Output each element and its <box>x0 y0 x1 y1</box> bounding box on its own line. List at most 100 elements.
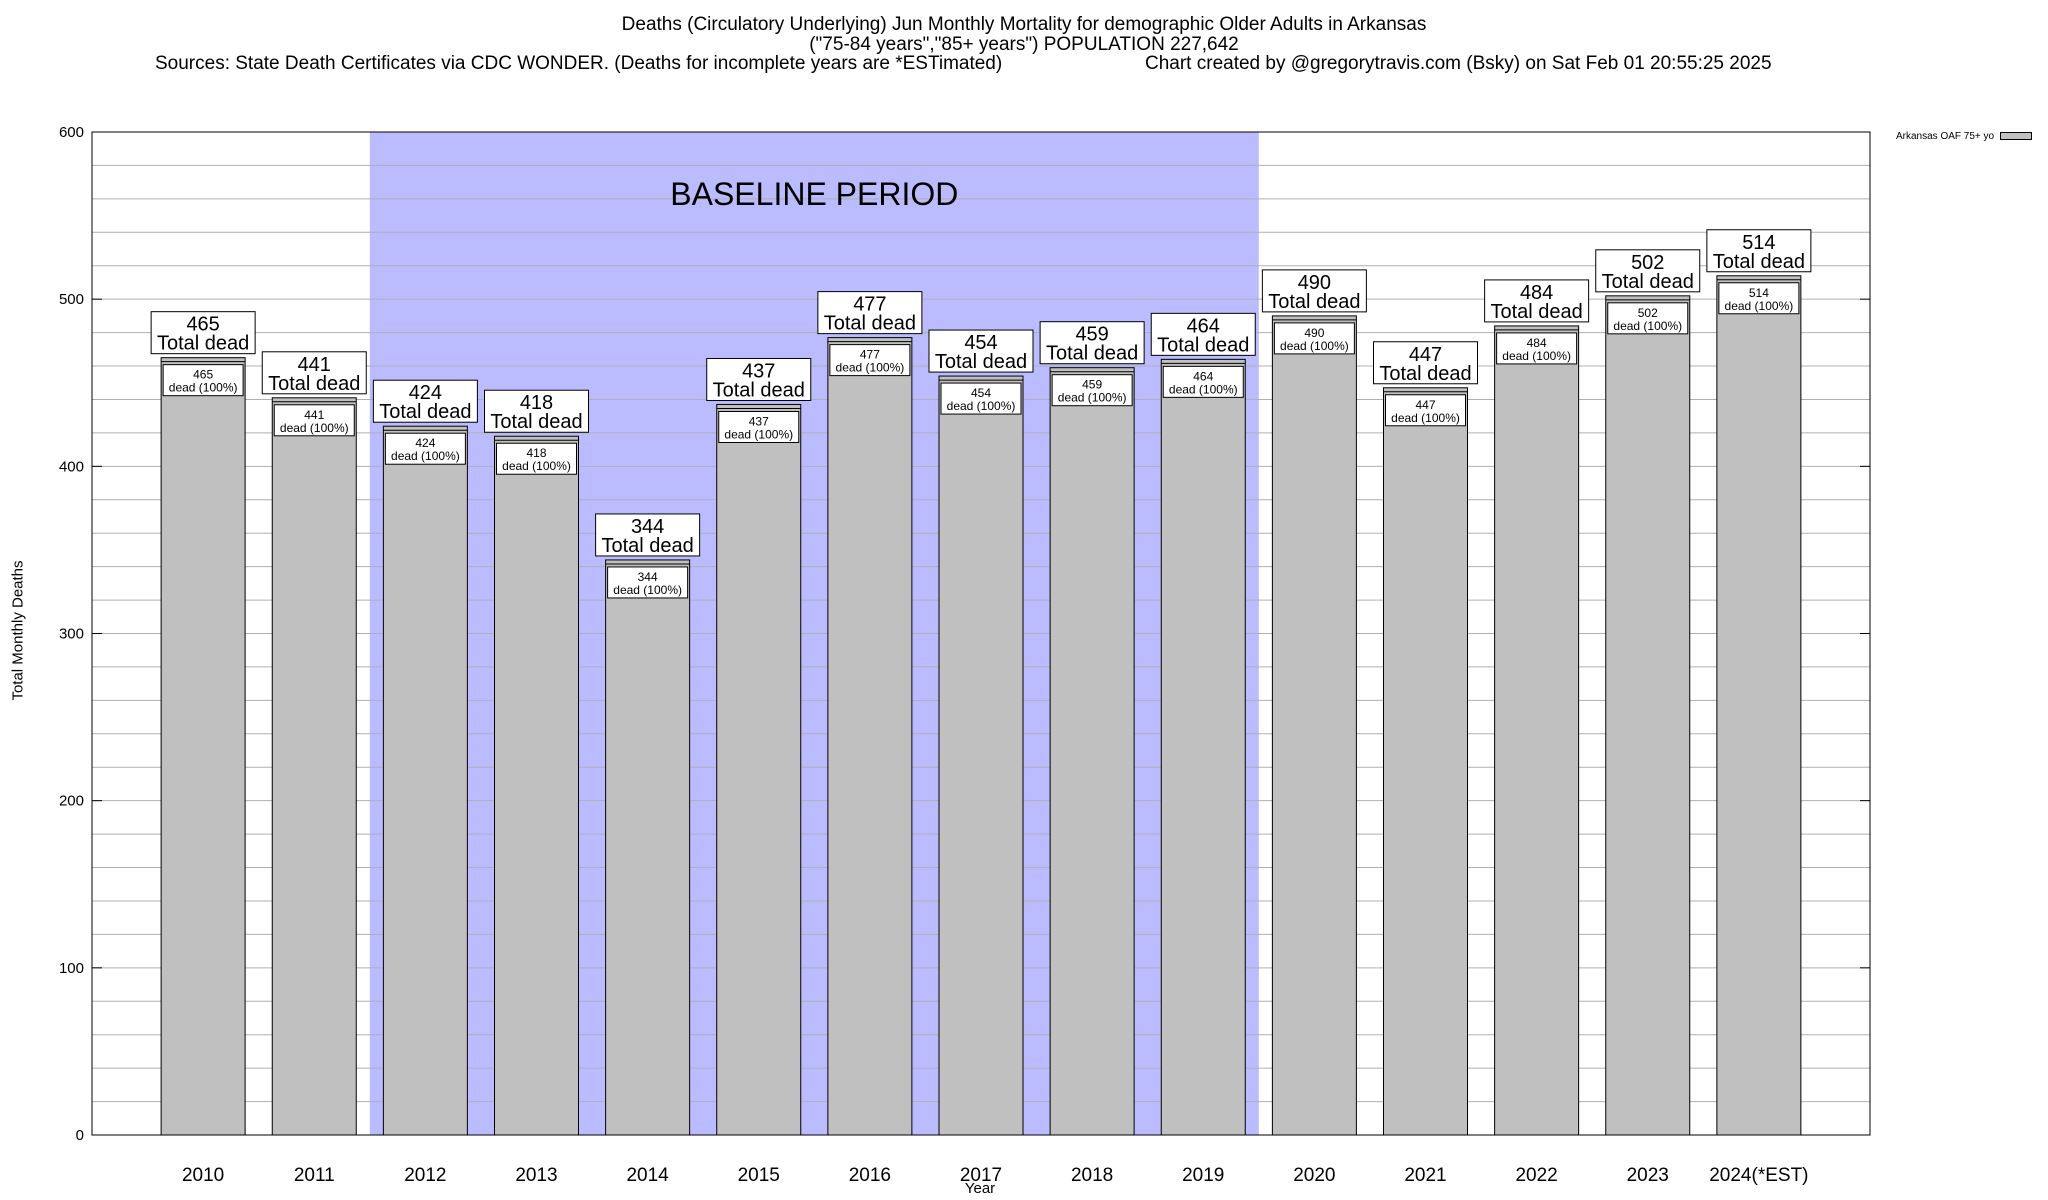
bar <box>1494 325 1580 1136</box>
chart-sources: Sources: State Death Certificates via CD… <box>155 53 1003 74</box>
total-label-box <box>928 329 1034 373</box>
inner-label-box <box>607 566 689 599</box>
x-tick-label: 2011 <box>294 1165 335 1186</box>
total-value-label: 465 <box>186 314 219 336</box>
bar <box>1383 387 1468 1136</box>
bar <box>382 425 468 1136</box>
baseline-label: BASELINE PERIOD <box>670 176 958 212</box>
x-tick-label: 2022 <box>1515 1165 1557 1186</box>
inner-label-box <box>718 410 800 443</box>
y-tick-label: 100 <box>59 960 84 977</box>
total-value-label: 477 <box>853 294 886 316</box>
total-text-label: Total dead <box>157 333 249 355</box>
x-tick-label: 2020 <box>1293 1165 1335 1186</box>
inner-label-box <box>1385 394 1466 427</box>
total-label-box <box>261 351 367 395</box>
inner-value-label: 454 <box>971 386 991 400</box>
total-text-label: Total dead <box>1379 363 1471 385</box>
x-tick-label: 2012 <box>404 1165 446 1186</box>
inner-value-label: 502 <box>1638 306 1658 320</box>
chart-credit: Chart created by @gregorytravis.com (Bsk… <box>1145 53 1772 74</box>
total-value-label: 454 <box>964 332 997 354</box>
total-text-label: Total dead <box>1157 334 1249 356</box>
total-label-box <box>1150 312 1256 356</box>
inner-label-box <box>829 344 911 377</box>
inner-percent-label: dead (100%) <box>1613 319 1682 333</box>
bar <box>271 397 357 1136</box>
x-tick-label: 2018 <box>1071 1165 1113 1186</box>
total-text-label: Total dead <box>1490 301 1582 323</box>
inner-value-label: 437 <box>749 414 769 428</box>
x-tick-label: 2021 <box>1404 1165 1446 1186</box>
inner-value-label: 441 <box>304 408 324 422</box>
bar <box>1605 295 1691 1136</box>
inner-value-label: 447 <box>1415 398 1435 412</box>
inner-value-label: 424 <box>415 436 435 450</box>
inner-label-box <box>273 404 355 437</box>
inner-value-label: 490 <box>1304 326 1324 340</box>
inner-label-box <box>1273 322 1355 355</box>
y-tick-label: 600 <box>59 124 84 141</box>
total-label-box <box>1039 321 1145 365</box>
total-text-label: Total dead <box>601 535 693 557</box>
total-text-label: Total dead <box>824 313 916 335</box>
total-value-label: 490 <box>1298 272 1331 294</box>
bar <box>1160 358 1246 1136</box>
total-text-label: Total dead <box>379 401 471 423</box>
inner-label-box <box>1718 282 1800 315</box>
inner-percent-label: dead (100%) <box>391 449 460 463</box>
inner-value-label: 418 <box>526 446 546 460</box>
total-label-box <box>1261 269 1367 313</box>
x-tick-label: 2014 <box>626 1165 669 1186</box>
inner-label-box <box>384 432 466 465</box>
x-tick-label: 2017 <box>960 1165 1002 1186</box>
total-label-box <box>595 513 701 557</box>
total-text-label: Total dead <box>490 411 582 433</box>
inner-percent-label: dead (100%) <box>947 399 1016 413</box>
y-tick-label: 500 <box>59 291 84 308</box>
total-label-box <box>1595 249 1701 293</box>
inner-value-label: 464 <box>1193 369 1213 383</box>
y-tick-label: 400 <box>59 458 84 475</box>
bar <box>1716 275 1802 1136</box>
x-tick-label: 2015 <box>738 1165 780 1186</box>
inner-value-label: 477 <box>860 348 880 362</box>
x-axis-label: Year <box>964 1180 996 1197</box>
total-value-label: 464 <box>1187 315 1220 337</box>
inner-label-box <box>1051 374 1133 407</box>
bar <box>605 559 691 1136</box>
total-text-label: Total dead <box>1713 251 1805 273</box>
total-value-label: 447 <box>1409 344 1442 366</box>
total-label-box <box>150 311 256 355</box>
total-value-label: 514 <box>1742 232 1775 254</box>
total-label-box <box>706 357 812 401</box>
inner-value-label: 484 <box>1527 336 1547 350</box>
inner-percent-label: dead (100%) <box>836 361 905 375</box>
total-value-label: 502 <box>1631 252 1664 274</box>
total-value-label: 418 <box>520 392 553 414</box>
bar <box>160 357 246 1136</box>
total-label-box <box>372 379 478 423</box>
inner-value-label: 465 <box>193 368 213 382</box>
inner-percent-label: dead (100%) <box>502 459 571 473</box>
total-label-box <box>1373 341 1478 385</box>
total-label-box <box>817 291 923 335</box>
total-value-label: 424 <box>409 382 442 404</box>
legend-label: Arkansas OAF 75+ yo <box>1896 131 1995 142</box>
total-text-label: Total dead <box>268 373 360 395</box>
inner-label-box <box>496 442 577 475</box>
bar <box>938 375 1024 1136</box>
chart-subtitle: ("75-84 years","85+ years") POPULATION 2… <box>809 34 1239 55</box>
total-label-box <box>484 389 589 433</box>
x-tick-label: 2016 <box>849 1165 891 1186</box>
total-label-box <box>1706 229 1812 273</box>
x-tick-label: 2010 <box>182 1165 224 1186</box>
inner-percent-label: dead (100%) <box>1725 299 1794 313</box>
x-tick-label: 2024(*EST) <box>1709 1165 1808 1186</box>
total-value-label: 441 <box>298 354 331 376</box>
bar <box>1049 367 1135 1136</box>
total-text-label: Total dead <box>713 379 805 401</box>
inner-percent-label: dead (100%) <box>1169 382 1238 396</box>
y-tick-label: 0 <box>76 1127 84 1144</box>
